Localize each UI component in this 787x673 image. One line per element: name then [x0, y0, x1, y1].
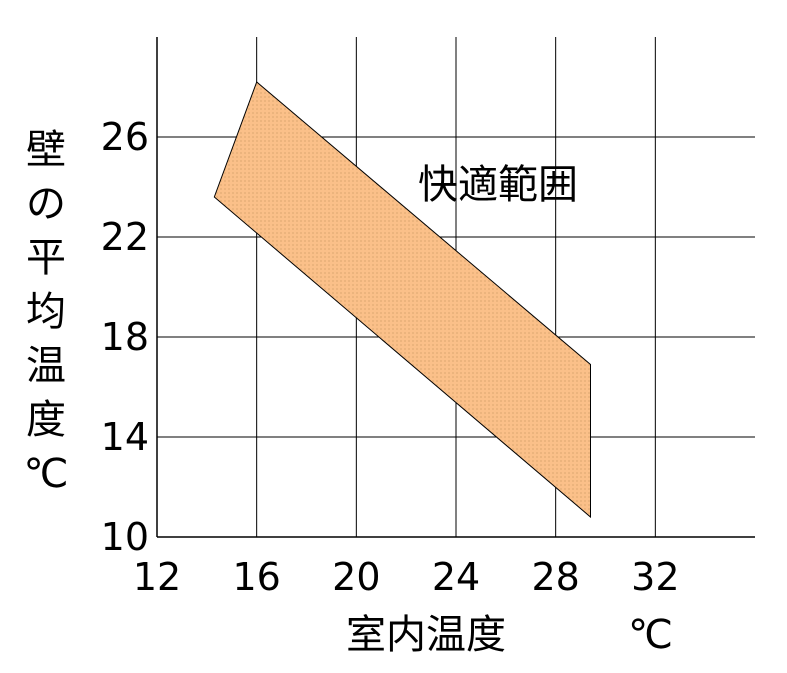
- x-tick-label-16: 16: [232, 555, 280, 599]
- x-tick-label-24: 24: [432, 555, 480, 599]
- y-tick-label-10: 10: [101, 515, 149, 559]
- annotation-comfort-range: 快適範囲: [418, 162, 578, 208]
- x-axis-label: 室内温度: [346, 612, 506, 658]
- y-axis-label-char: の: [26, 181, 66, 227]
- tick-labels: 12 16 20 24 28 32 10 14 18 22 26: [101, 115, 680, 599]
- axes: [156, 37, 755, 538]
- x-tick-label-12: 12: [133, 555, 181, 599]
- x-tick-label-32: 32: [631, 555, 679, 599]
- area-layer: [213, 81, 591, 519]
- y-axis-label-char: 均: [26, 289, 66, 335]
- y-axis-label-char: 温: [26, 343, 66, 389]
- y-axis-label-char: ℃: [23, 451, 69, 497]
- y-axis-label-char: 壁: [26, 127, 66, 173]
- x-tick-label-28: 28: [531, 555, 579, 599]
- comfort-range-area: [213, 81, 591, 519]
- x-tick-label-20: 20: [332, 555, 380, 599]
- grid: [157, 37, 755, 537]
- y-tick-label-26: 26: [101, 115, 149, 159]
- y-tick-label-18: 18: [101, 315, 149, 359]
- y-axis-label-char: 度: [26, 397, 66, 443]
- y-tick-label-22: 22: [101, 215, 149, 259]
- y-tick-label-14: 14: [101, 415, 149, 459]
- y-axis-label-char: 平: [26, 235, 66, 281]
- x-axis-unit: ℃: [628, 612, 673, 658]
